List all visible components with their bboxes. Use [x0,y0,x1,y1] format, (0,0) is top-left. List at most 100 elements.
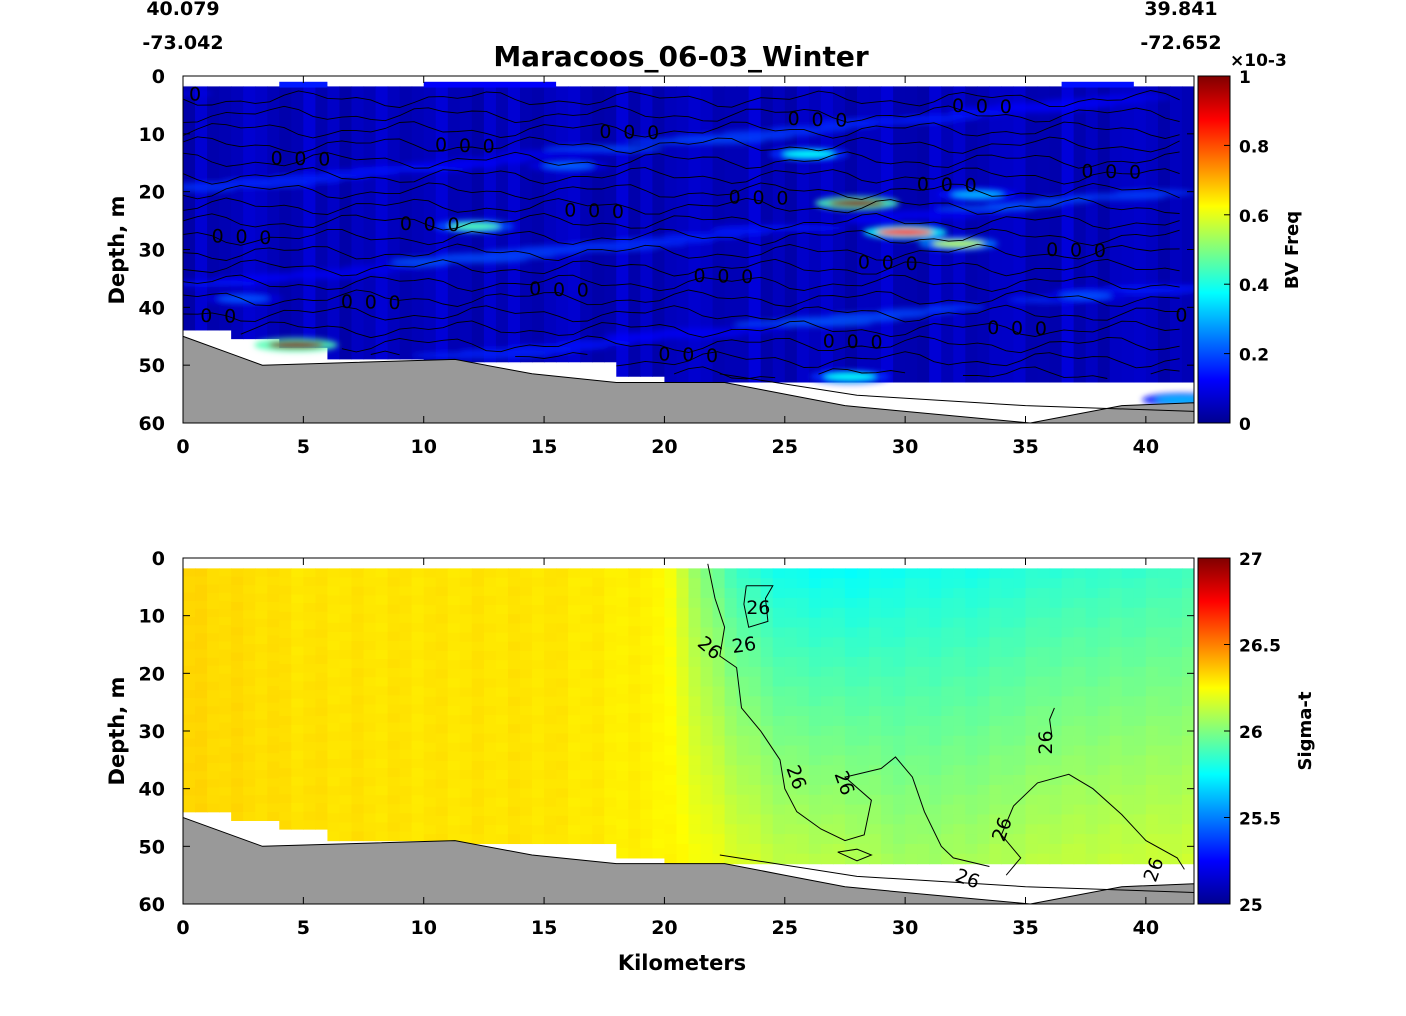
sigma-cell [1085,843,1099,855]
sigma-cell [592,742,605,753]
sigma-cell [592,687,605,698]
sigma-cell [592,669,605,680]
sigma-cell [736,588,750,599]
sigma-cell [339,713,353,724]
sigma-cell [796,686,810,697]
sigma-cell [640,655,653,666]
sigma-cell [243,627,256,637]
sigma-cell [183,722,196,732]
sigma-cell [423,760,437,771]
sigma-cell [881,716,894,727]
sigma-cell [447,733,461,744]
sigma-cell [483,705,497,716]
sigma-cell [435,632,449,643]
sigma-cell [435,641,449,652]
sigma-cell [556,788,569,799]
sigma-cell [941,853,954,865]
sigma-cell [507,605,521,615]
sigma-cell [712,745,726,756]
sigma-cell [965,824,978,835]
sigma-cell [231,769,244,779]
sigma-cell [724,725,738,737]
sigma-cell [616,819,629,830]
sigma-cell [279,681,292,691]
sigma-cell [724,853,738,865]
sigma-cell [857,745,870,756]
sigma-cell [447,614,461,624]
sigma-cell [748,775,762,786]
sigma-cell [941,755,954,766]
sigma-cell [796,656,810,668]
sigma-cell [628,809,641,820]
sigma-cell [652,674,666,685]
sigma-cell [1013,834,1027,845]
sigma-cell [929,775,942,786]
sigma-cell [183,568,196,578]
sigma-cell [1001,607,1015,619]
sigma-cell [1109,578,1123,589]
sigma-cell [953,784,966,796]
sigma-cell [688,637,702,648]
sigma-cell [1145,735,1159,747]
sigma-cell [1061,834,1075,845]
sigma-cell [495,751,509,762]
colorbar-exponent: ×10-3 [1230,51,1287,71]
bv-streak [1066,193,1167,201]
sigma-cell [1085,725,1099,737]
sigma-cell [435,806,449,817]
sigma-cell [1157,578,1171,589]
sigma-cell [279,724,292,735]
sigma-cell [905,784,918,796]
sigma-cell [869,745,882,756]
sigma-cell [1037,666,1051,678]
sigma-cell [784,853,798,865]
sigma-cell [568,742,581,753]
sigma-cell [592,568,605,579]
sigma-cell [411,631,425,642]
sigma-cell [676,735,690,747]
sigma-cell [447,669,461,680]
sigma-cell [471,815,485,826]
sigma-cell [1061,745,1075,756]
sigma-cell [1133,568,1147,579]
sigma-cell [652,751,666,762]
sigma-cell [772,843,786,855]
sigma-cell [1169,666,1183,678]
sigma-cell [1121,656,1135,668]
sigma-cell [183,584,196,594]
bv-column [195,86,208,331]
sigma-cell [303,742,316,752]
sigma-cell [796,824,810,835]
sigma-cell [604,660,617,670]
sigma-cell [700,696,714,707]
sigma-cell [1061,784,1075,796]
sigma-cell [483,770,497,780]
sigma-cell [291,811,304,821]
sigma-cell [375,795,389,805]
sigma-cell [291,637,304,648]
sigma-cell [953,745,966,756]
sigma-cell [893,716,906,727]
sigma-cell [712,706,726,717]
sigma-cell [965,735,978,747]
sigma-cell [1169,607,1183,619]
sigma-cell [520,650,533,661]
sigma-cell [556,760,569,771]
sigma-cell [435,834,449,845]
sigma-cell [604,650,617,661]
sigma-cell [387,577,401,588]
sigma-cell [447,715,461,725]
sigma-cell [628,684,641,695]
sigma-cell [363,804,377,814]
sigma-cell [941,725,954,737]
sigma-cell [544,678,557,689]
sigma-cell [471,586,485,597]
sigma-cell [1109,647,1123,658]
sigma-cell [893,617,906,629]
sigma-cell [941,814,954,825]
sigma-cell [592,705,605,716]
sigma-cell [568,779,581,790]
x-tick-label: 35 [1012,436,1038,458]
sigma-cell [628,713,641,724]
sigma-cell [676,814,690,825]
